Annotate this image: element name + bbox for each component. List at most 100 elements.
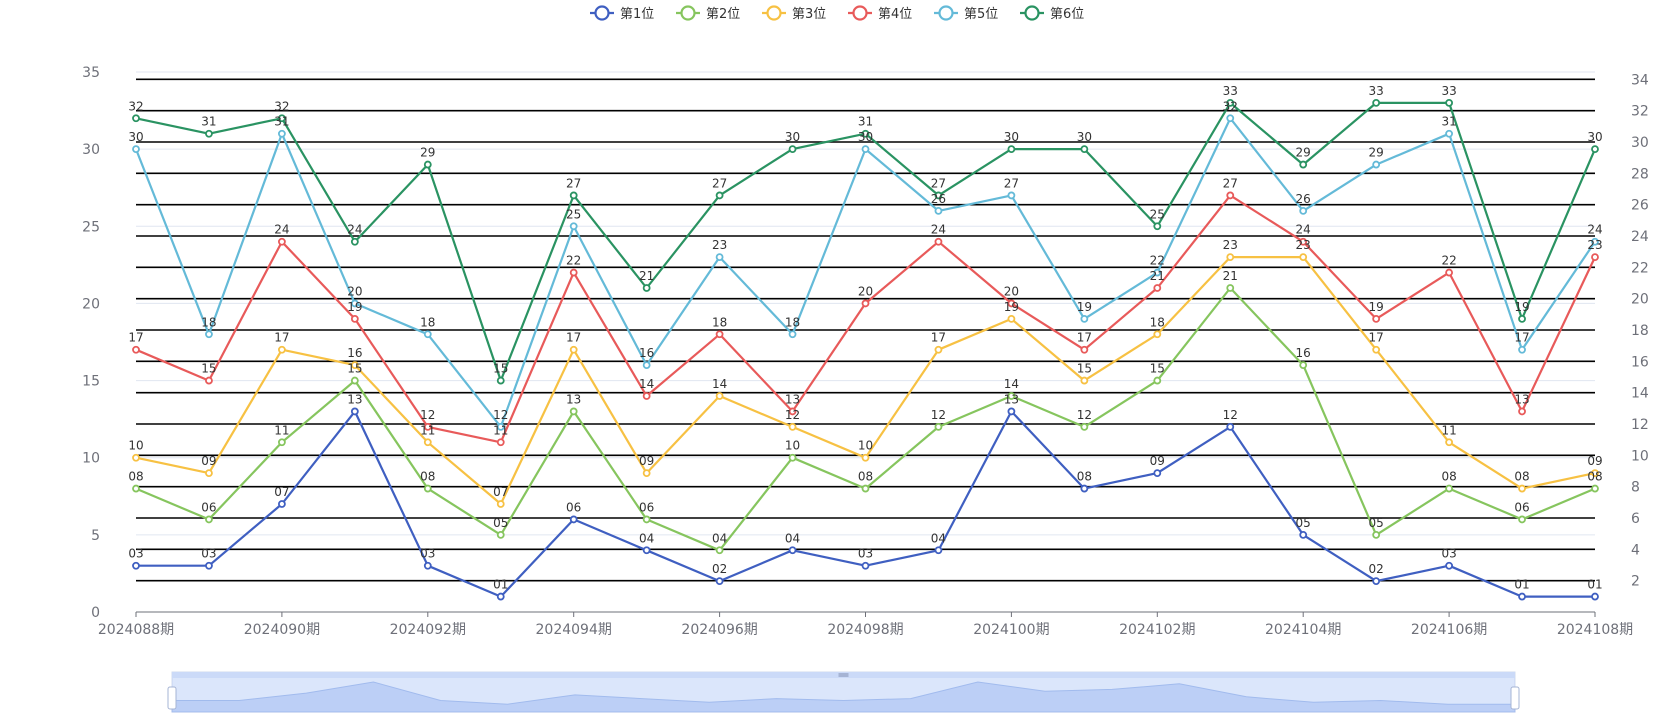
series-2-point [1372,530,1381,539]
legend-marker [1024,5,1040,21]
data-label: 18 [785,315,800,329]
series-2-point [1445,484,1453,493]
legend-marker [594,5,610,21]
legend-item-5[interactable]: 第5位 [934,5,998,23]
data-label: 23 [712,238,727,252]
series-3-point [423,438,432,447]
series-1-point [423,561,432,570]
series-2-point [496,530,505,539]
data-label: 12 [493,408,508,422]
series-3-point [934,345,943,354]
data-label: 31 [1441,115,1456,129]
data-label: 11 [274,423,289,437]
data-label: 24 [347,223,362,237]
series-6-point [1299,160,1308,169]
data-label: 14 [639,377,654,391]
right-y-tick-label: 2 [1631,574,1640,590]
series-1-point [496,592,505,601]
data-label: 08 [858,470,873,484]
series-5-point [1153,268,1162,277]
series-5-point [277,129,286,138]
data-label: 13 [566,392,581,406]
series-1-point [569,515,578,524]
data-label: 13 [785,392,800,406]
left-y-tick-label: 25 [82,219,100,235]
data-label: 15 [1150,362,1165,376]
data-label: 17 [274,331,289,345]
data-label: 30 [1077,130,1092,144]
series-4-point [788,407,797,416]
data-zoom-slider[interactable] [167,671,1520,713]
legend-item-6[interactable]: 第6位 [1020,5,1084,23]
data-label: 33 [1223,84,1238,98]
data-label: 10 [128,439,143,453]
data-label: 14 [1004,377,1019,391]
series-4-point [1226,191,1235,200]
data-label: 19 [1077,300,1092,314]
series-4-point [1153,284,1162,292]
legend-item-3[interactable]: 第3位 [762,5,826,23]
data-label: 12 [420,408,435,422]
series-4-point [423,422,432,431]
data-label: 08 [420,470,435,484]
data-label: 32 [274,99,289,113]
data-label: 27 [712,176,727,190]
series-6-point [1591,145,1599,154]
series-4-point [1445,268,1453,277]
legend-marker [680,5,696,21]
series-2-point [132,484,140,493]
data-label: 15 [347,362,362,376]
series-4-point [132,345,140,354]
data-label: 15 [1077,362,1092,376]
series-1-point [1299,530,1308,539]
series-1-point [1226,422,1235,431]
x-tick-label: 2024092期 [390,622,466,638]
data-label: 25 [1150,207,1165,221]
right-y-tick-label: 6 [1631,511,1640,527]
series-1-point [1153,469,1162,478]
x-tick-label: 2024108期 [1557,622,1633,638]
data-label: 23 [1223,238,1238,252]
zoom-start-handle[interactable] [167,686,177,710]
data-label: 01 [1514,578,1529,592]
series-6-point [569,191,578,200]
series-6-point [861,129,870,138]
right-y-tick-label: 26 [1631,198,1649,214]
series-6-point [277,114,286,123]
legend-marker [852,5,868,21]
series-5-point [569,222,578,231]
data-label: 23 [1296,238,1311,252]
data-label: 19 [347,300,362,314]
legend-item-1[interactable]: 第1位 [590,5,654,23]
data-label: 06 [1514,500,1529,514]
data-label: 10 [785,439,800,453]
series-4-point [1007,299,1016,308]
right-y-tick-label: 28 [1631,166,1649,182]
series-1-point [934,546,943,555]
data-label: 27 [1004,176,1019,190]
series-5-point [132,145,140,154]
series-6-point [788,145,797,154]
series-3-point [1372,345,1381,354]
series-1-point [715,577,724,586]
series-4-point [1518,407,1526,416]
left-y-tick-label: 35 [82,65,100,81]
series-1-point [1080,484,1089,493]
series-6-point [1080,145,1089,154]
chart-legend[interactable]: 第1位 第2位 第3位 第4位 第5位 第6位 [590,5,1084,23]
zoom-end-handle[interactable] [1510,686,1520,710]
legend-label: 第1位 [620,7,654,22]
legend-item-2[interactable]: 第2位 [676,5,740,23]
x-tick-label: 2024090期 [244,622,320,638]
data-label: 16 [639,346,654,360]
zoom-selected-range [172,672,1515,712]
data-label: 14 [712,377,727,391]
data-labels: 03 03 07 13 03 01 06 04 02 04 03 04 13 08 09 12 05 02 03 01… [128,84,1602,592]
series-6-point [423,160,432,169]
legend-item-4[interactable]: 第4位 [848,5,912,23]
data-label: 06 [566,500,581,514]
series-2-point [1080,422,1089,431]
series-3-point [350,361,359,370]
data-label: 13 [347,392,362,406]
data-label: 18 [712,315,727,329]
